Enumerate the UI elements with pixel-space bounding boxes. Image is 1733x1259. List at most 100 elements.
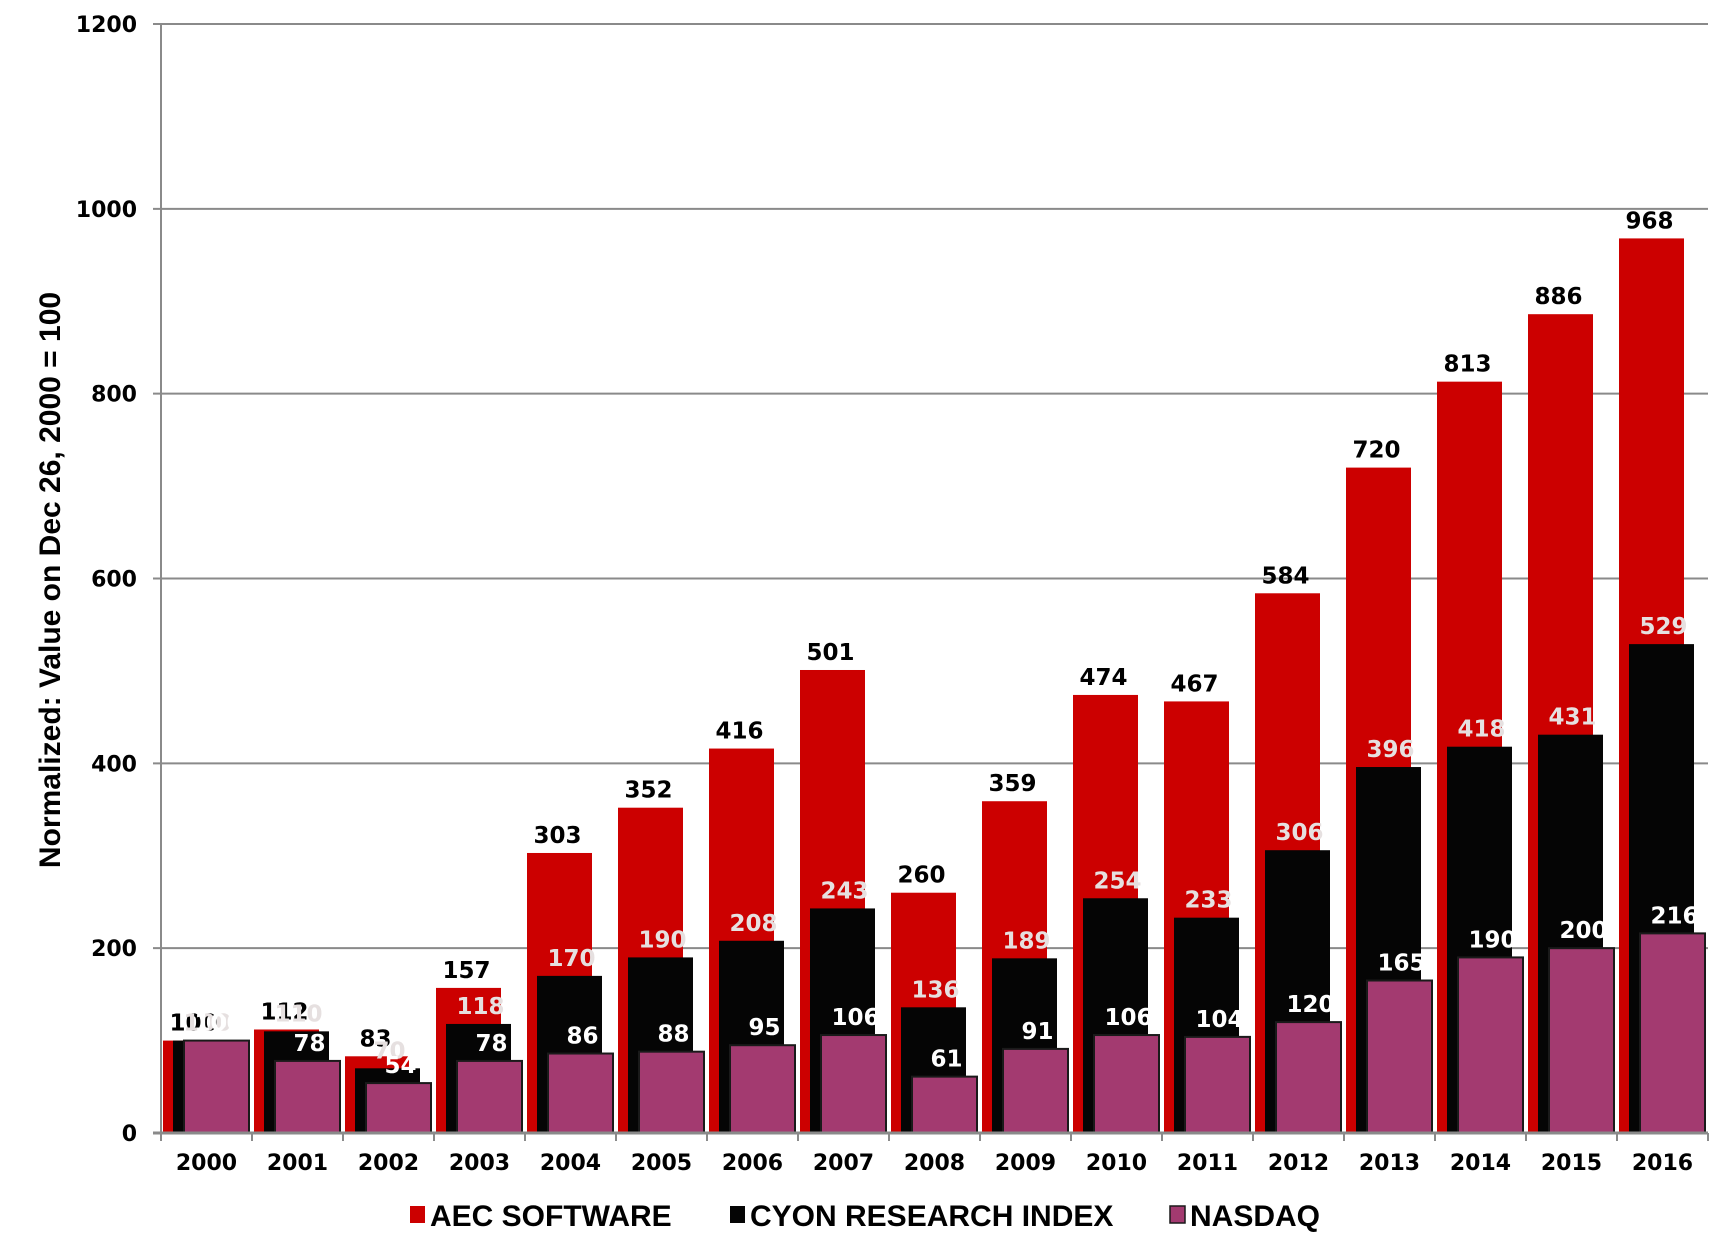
data-label: 886 xyxy=(1534,284,1582,310)
data-label: 396 xyxy=(1366,737,1414,763)
data-label: 106 xyxy=(831,1005,879,1031)
data-label: 584 xyxy=(1261,563,1309,589)
bar-nasdaq xyxy=(911,1075,978,1135)
y-axis-title: Normalized: Value on Dec 26, 2000 = 100 xyxy=(34,292,67,868)
bar-nasdaq xyxy=(1184,1035,1251,1135)
data-label: 100 xyxy=(169,1011,217,1037)
bar-nasdaq xyxy=(729,1044,796,1135)
x-tick-label: 2014 xyxy=(1450,1151,1511,1176)
y-tick-label: 400 xyxy=(91,752,137,777)
x-tick-label: 2007 xyxy=(813,1151,874,1176)
x-tick-label: 2012 xyxy=(1268,1151,1329,1176)
legend: AEC SOFTWARE CYON RESEARCH INDEX NASDAQ xyxy=(410,1200,1320,1233)
data-label: 190 xyxy=(1468,927,1516,953)
legend-swatch xyxy=(410,1206,425,1223)
data-label: 70 xyxy=(373,1038,405,1064)
data-label: 200 xyxy=(1559,918,1607,944)
data-label: 112 xyxy=(260,999,308,1025)
data-label: 91 xyxy=(1021,1019,1053,1045)
data-label: 104 xyxy=(1195,1007,1243,1033)
legend-swatch xyxy=(730,1206,745,1223)
data-label: 100 xyxy=(194,1011,242,1037)
data-label: 529 xyxy=(1639,614,1687,640)
bar-nasdaq xyxy=(1366,979,1433,1135)
bars xyxy=(163,238,1706,1135)
bar-nasdaq xyxy=(1457,956,1524,1134)
data-label: 170 xyxy=(547,946,595,972)
data-label: 260 xyxy=(897,863,945,889)
bar-nasdaq xyxy=(183,1039,250,1135)
bar-nasdaq xyxy=(1275,1021,1342,1134)
legend-item: NASDAQ xyxy=(1169,1200,1320,1233)
axes: 0 200 400 600 800 1000 1200 2000 2001 2002 2003 200… xyxy=(76,13,1709,1176)
bar-nasdaq xyxy=(1093,1034,1160,1134)
data-label: 165 xyxy=(1377,951,1425,977)
x-tick-label: 2016 xyxy=(1632,1151,1693,1176)
data-label: 720 xyxy=(1352,438,1400,464)
data-label: 86 xyxy=(566,1024,598,1050)
legend-item: AEC SOFTWARE xyxy=(410,1200,672,1233)
data-label: 83 xyxy=(359,1026,391,1052)
data-label: 118 xyxy=(456,994,504,1020)
data-label: 813 xyxy=(1443,352,1491,378)
data-label: 54 xyxy=(384,1053,416,1079)
x-tick-label: 2006 xyxy=(722,1151,783,1176)
x-tick-label: 2003 xyxy=(449,1151,510,1176)
data-label: 78 xyxy=(475,1031,507,1057)
data-label: 78 xyxy=(293,1031,325,1057)
bar-nasdaq xyxy=(274,1059,341,1135)
data-label: 120 xyxy=(1286,992,1334,1018)
data-label: 208 xyxy=(729,911,777,937)
data-label: 61 xyxy=(930,1047,962,1073)
legend-swatch xyxy=(1169,1205,1186,1224)
data-label: 501 xyxy=(806,640,854,666)
x-tick-label: 2000 xyxy=(176,1151,237,1176)
data-label: 254 xyxy=(1093,868,1141,894)
data-label: 359 xyxy=(988,771,1036,797)
x-tick-label: 2001 xyxy=(267,1151,328,1176)
x-tick-label: 2010 xyxy=(1086,1151,1147,1176)
x-tick-label: 2004 xyxy=(540,1151,601,1176)
legend-label: AEC SOFTWARE xyxy=(430,1200,672,1233)
data-label: 106 xyxy=(1104,1005,1152,1031)
bar-nasdaq xyxy=(1639,932,1706,1134)
data-label: 416 xyxy=(715,719,763,745)
bar-nasdaq xyxy=(820,1034,887,1134)
bar-nasdaq xyxy=(456,1059,523,1135)
y-tick-label: 1200 xyxy=(76,13,137,38)
data-label: 233 xyxy=(1184,888,1232,914)
data-label: 136 xyxy=(911,977,959,1003)
y-tick-label: 600 xyxy=(91,568,137,593)
y-tick-label: 800 xyxy=(91,383,137,408)
legend-label: NASDAQ xyxy=(1190,1200,1320,1233)
bar-nasdaq xyxy=(638,1050,705,1135)
y-tick-label: 0 xyxy=(122,1122,137,1147)
data-label: 303 xyxy=(533,823,581,849)
x-tick-label: 2005 xyxy=(631,1151,692,1176)
data-label: 306 xyxy=(1275,820,1323,846)
data-label: 88 xyxy=(657,1022,689,1048)
x-tick-label: 2015 xyxy=(1541,1151,1602,1176)
data-label: 968 xyxy=(1625,208,1673,234)
data-label: 243 xyxy=(820,878,868,904)
data-label: 431 xyxy=(1548,705,1596,731)
data-label: 95 xyxy=(748,1015,780,1041)
x-tick-label: 2013 xyxy=(1359,1151,1420,1176)
data-label: 467 xyxy=(1170,671,1218,697)
data-label: 100 xyxy=(183,1011,231,1037)
data-label: 190 xyxy=(638,927,686,953)
x-tick-label: 2008 xyxy=(904,1151,965,1176)
bar-nasdaq xyxy=(547,1052,614,1134)
data-label: 157 xyxy=(442,958,490,984)
data-label: 418 xyxy=(1457,717,1505,743)
legend-item: CYON RESEARCH INDEX xyxy=(730,1200,1113,1233)
data-label: 189 xyxy=(1002,928,1050,954)
x-tick-label: 2009 xyxy=(995,1151,1056,1176)
data-label: 110 xyxy=(274,1001,322,1027)
y-tick-label: 1000 xyxy=(76,198,137,223)
x-tick-label: 2011 xyxy=(1177,1151,1238,1176)
data-labels: 100 112 83 157 303 352 416 501 260 359 474 467 584 72… xyxy=(169,208,1698,1079)
x-tick-label: 2002 xyxy=(358,1151,419,1176)
data-label: 474 xyxy=(1079,665,1127,691)
